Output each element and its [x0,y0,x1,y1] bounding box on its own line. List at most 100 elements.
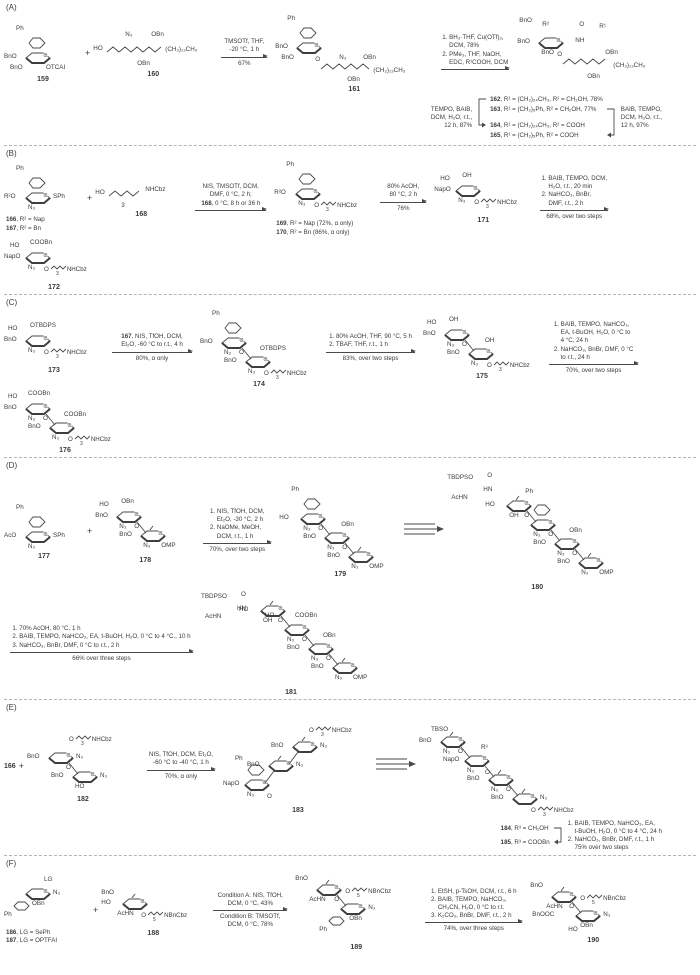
condition-line: CH₃CN, H₂O, 0 °C to r.t. [430,903,505,911]
bracket-left [475,94,487,142]
reaction-arrow: 1. NIS, TfOH, DCM, Et₂O, -30 °C, 2 h 2. N… [197,508,277,553]
svg-text:5: 5 [357,893,360,898]
linker-tail: O 5 NBnCbz [141,910,187,922]
condition-line: DMF, r.t., 2 h [541,199,584,207]
reaction-arrow: Condition A: NIS, TfOH, DCM, 0 °C, 43% Con… [207,892,293,929]
compound-number: 182 [77,796,89,803]
substituent-label: N₃ [311,655,319,662]
substituent-label: NapO [442,756,460,763]
substituent-label: O [239,349,244,356]
linker-tail: O 3 NHCbz [314,200,357,212]
substituent-label: BnO [26,753,40,760]
compound-number: 172 [48,284,60,291]
condition-line: 80%, α only [135,354,169,362]
svg-text:O: O [279,606,283,612]
svg-text:O: O [286,761,290,767]
plus-sign: + [85,48,91,58]
svg-text:O: O [141,899,145,905]
substituent-label: O [302,636,307,643]
structure-182: O O BnO N₃ O BnO HO N₃ O 3 NHCbz 182 [27,729,139,803]
substituent-label: (CH₂)₁₃CH₃ [165,46,198,53]
structure-174: O O Ph BnO N₃ O OTBDPS BnO N₃ O 3 NHCbz 174 [200,308,318,388]
substituent-label: Ph [319,926,327,934]
substituent-label: HO [427,319,437,326]
substituent-label: HO [10,242,20,249]
substituent-label: OBn [349,915,362,923]
linker-label: NHCbz [66,265,87,273]
arrow-line [146,767,216,772]
structure-drawing [108,190,140,197]
linker-label: NHCbz [286,369,307,377]
structure-drawing: O [122,893,149,911]
linker-tail: O 3 NHCbz [68,434,111,446]
reaction-arrow: 80% AcOH, 80 °C, 2 h 76% [374,183,432,212]
variant-line: 184, R³ = CH₂OH [500,825,549,833]
substituent-label: BnO [200,338,213,345]
substituent-label: O [487,472,493,479]
compound-number: 178 [139,557,152,564]
linker-oxygen: O [44,265,49,273]
substituent-label: N₃ [303,525,311,532]
condition-line: Condition B: TMSOTf, [220,912,281,920]
reaction-yield: 83%, over two steps [343,355,399,363]
condition-line: NIS, TMSOTf, DCM, [202,183,259,191]
panel-d: (D) O Ph AcO N₃ SPh 177 + O O HO OBn BnO N₃ O BnO N₃ OMP 1… [4,461,696,696]
substituent-label: BnO [28,423,41,430]
substituent-label: BnO [4,404,17,411]
linker-label: NBnCbz [603,895,627,903]
structure-drawing: O [295,173,322,200]
plus-sign: + [87,193,93,203]
panel-label: (A) [6,3,17,12]
compound-number: 159 [37,76,49,83]
condition-line: 1. BAIB, TEMPO, DCM, [541,175,608,183]
substituent-label: Ph [291,486,299,493]
reaction-arrow: 1. EtSH, p-TsOH, DCM, r.t., 6 h 2. BAIB, … [419,888,528,933]
substituent-label: O [278,617,283,624]
linker-label: NHCbz [66,348,87,356]
variant-line: 170, R² = Bn (86%, α only) [276,228,350,236]
substituent-label: N₃ [246,791,255,798]
structure-189: O O BnO AcHN O N₃ OBn Ph O 5 NBnCbz 189 [295,869,417,951]
variant-line: 166, R² = Nap [6,216,45,224]
interconversion-block: 184, R³ = CH₂OH 185, R³ = COOBn 1. BAIB, T… [501,820,662,852]
linker-oxygen: O [308,726,314,734]
substituent-label: HO [93,45,103,52]
structure-184-185: O O O O TBSO BnO N₃ O R³ NapO N₃ O BnO N₃ O BnO N₃ O 3 NHCb… [419,713,601,819]
substituent-label: O [557,51,563,58]
substituent-label: AcHN [205,613,222,620]
substituent-label: N₃ [52,434,60,441]
substituent-label: N₃ [143,542,151,549]
compound-number: 189 [350,944,363,952]
variant-lines: 184, R³ = CH₂OH 185, R³ = COOBn [501,824,550,848]
substituent-label: Ph [525,488,533,495]
substituent-label: BnO [4,53,17,60]
arrow-line [203,540,273,545]
substituent-label: O [484,769,490,776]
structure-drawing: O [25,516,51,543]
substituent-label: OTBDPS [260,345,286,352]
linker-tail: O 3 NHCbz [309,725,352,737]
reaction-arrow: 1. 80% AcOH, THF, 90 °C, 5 h 2. TBAF, THF… [320,333,421,362]
compound-number: 179 [334,571,347,578]
reaction-arrow: 167, NIS, TfOH, DCM, Et₂O, -60 °C to r.t.… [106,333,198,362]
substituent-label: BnO [246,761,260,768]
reaction-conditions: 1. 70% AcOH, 80 °C, 1 h 2. BAIB, TEMPO, N… [12,625,190,649]
structure-159: O Ph BnO BnO OTCAI 159 [4,23,82,83]
substituent-label: O [342,544,348,551]
svg-text:O: O [319,514,323,520]
substituent-label: O [326,655,331,662]
compound-variants: 169, R² = Nap (72%, α only) 170, R² = Bn … [276,220,353,237]
reaction-arrow: TMSOTf, THF, -20 °C, 1 h 67% [215,38,273,67]
substituent-label: O [524,512,530,519]
svg-text:O: O [458,737,462,743]
structure-drawing [106,46,162,53]
compound-number: 174 [253,381,265,388]
condition-line: 3. NaHCO₃, BnBr, DMF, 0 °C to r.t., 2 h [12,641,120,649]
svg-text:O: O [351,663,355,669]
condition-line: 1. 70% AcOH, 80 °C, 1 h [12,625,81,633]
substituent-label: NapO [4,253,21,260]
condition-line: TMSOTf, THF, [224,38,265,46]
substituent-label: BnO [50,772,64,779]
substituent-label: N₃ [327,544,335,551]
svg-text:O: O [310,742,314,748]
